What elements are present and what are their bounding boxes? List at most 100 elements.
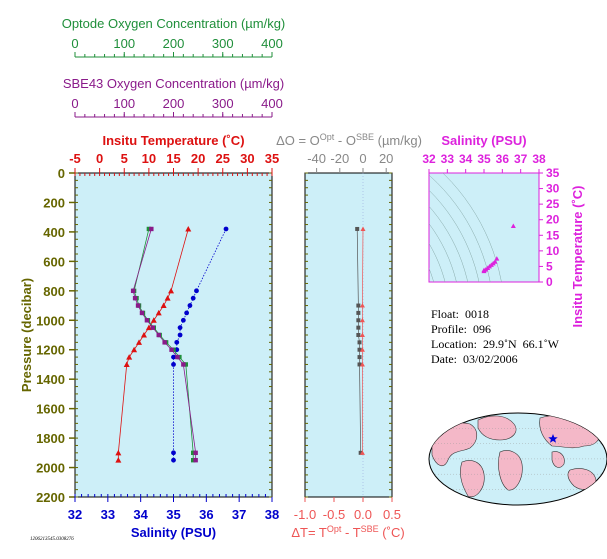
ts-temperature-axis-title: Insitu Temperature (˚C): [570, 185, 585, 327]
temperature-point: [126, 354, 133, 360]
sbe43-point: [139, 310, 145, 316]
sbe43-point: [193, 450, 198, 456]
delta-t-tick-label: 0.0: [354, 507, 372, 522]
float-location-marker: [548, 434, 558, 443]
temperature-tick-label: 0: [96, 151, 103, 166]
salinity-point: [171, 457, 176, 463]
ts-temperature-tick-label: 25: [546, 197, 560, 211]
ts-point: [494, 256, 500, 261]
sbe43-tick-label: 0: [71, 96, 78, 111]
profile-number: Profile: 096: [431, 322, 491, 336]
salinity-point: [171, 354, 176, 360]
delta-t-tick-label: -1.0: [294, 507, 316, 522]
ts-salinity-tick-label: 35: [477, 152, 491, 166]
pressure-tick-label: 0: [58, 166, 65, 181]
temperature-tick-label: 20: [191, 151, 205, 166]
sbe43-point: [181, 362, 186, 367]
continent: [498, 450, 523, 491]
continent: [551, 451, 565, 468]
temperature-point: [136, 339, 143, 345]
timestamp-stamp: 1206213545.0308276: [30, 537, 74, 542]
ts-point: [481, 268, 487, 274]
ts-temperature-tick-label: 30: [546, 182, 560, 196]
delta-o-point: [356, 333, 361, 337]
salinity-point: [187, 303, 193, 308]
sbe43-point: [162, 340, 167, 345]
sbe43-point: [169, 347, 174, 352]
delta-o-point: [356, 303, 361, 308]
temperature-point: [123, 361, 130, 367]
optode-tick-label: 200: [163, 36, 185, 51]
pressure-tick-label: 200: [43, 195, 65, 210]
temperature-point: [160, 302, 167, 309]
salinity-tick-label: 33: [101, 507, 115, 522]
ts-salinity-tick-label: 32: [422, 152, 436, 166]
salinity-tick-label: 34: [133, 507, 148, 522]
delta-o-point: [357, 347, 362, 352]
optode-tick-label: 100: [113, 36, 135, 51]
temperature-tick-label: 25: [216, 151, 230, 166]
delta-t-point: [359, 361, 365, 367]
temperature-tick-label: 30: [240, 151, 254, 166]
top-axes: Optode Oxygen Concentration (µm/kg) 0 100 2…: [62, 16, 286, 118]
ts-salinity-tick-label: 37: [514, 152, 528, 166]
pressure-tick-label: 1800: [36, 431, 65, 446]
delta-t-point: [360, 226, 366, 231]
optode-tick-label: 300: [212, 36, 234, 51]
sbe43-tick-label: 200: [163, 96, 185, 111]
delta-t-point: [359, 332, 365, 337]
temperature-tick-label: 15: [166, 151, 180, 166]
salinity-point: [171, 362, 176, 367]
optode-axis-title: Optode Oxygen Concentration (µm/kg): [62, 16, 286, 31]
optode-tick-label: 400: [261, 36, 283, 51]
sbe43-point: [144, 318, 150, 323]
temperature-point: [115, 457, 122, 463]
delta-t-axis-title: ΔT= TOpt - TSBE (˚C): [291, 524, 404, 540]
delta-o-axis-title: ΔO = OOpt - OSBE (µm/kg): [276, 132, 422, 148]
temperature-point: [155, 309, 162, 316]
temperature-point: [145, 324, 152, 331]
salinity-tick-label: 37: [232, 507, 246, 522]
ts-salinity-tick-label: 36: [496, 152, 510, 166]
ts-temperature-tick-label: 15: [546, 228, 560, 242]
sbe43-point: [193, 457, 198, 463]
sbe43-tick-label: 400: [261, 96, 283, 111]
main-profile-panel: Pressure (decibar)0200400600800100012001…: [19, 133, 279, 540]
temperature-point: [164, 295, 171, 301]
pressure-tick-label: 2000: [36, 461, 65, 476]
optode-point: [191, 457, 196, 463]
delta-t-point: [359, 450, 365, 455]
delta-o-point: [357, 340, 362, 345]
ts-temperature-tick-label: 0: [546, 275, 553, 289]
pressure-tick-label: 800: [43, 284, 65, 299]
ts-temperature-tick-label: 35: [546, 166, 560, 180]
float-info: Float: 0018 Profile: 096 Location: 29.9˚…: [431, 307, 559, 367]
temperature-point: [140, 332, 147, 338]
pressure-tick-label: 2200: [36, 490, 65, 505]
sbe43-tick-label: 100: [113, 96, 135, 111]
pressure-tick-label: 1000: [36, 313, 65, 328]
pressure-tick-label: 1600: [36, 402, 65, 417]
temperature-tick-label: 10: [142, 151, 156, 166]
map-continents: [431, 415, 600, 498]
difference-plot-area: [304, 172, 393, 498]
ts-point: [510, 223, 516, 228]
continent: [477, 415, 517, 441]
delta-o-tick-label: 0: [359, 151, 366, 166]
delta-o-point: [356, 310, 361, 315]
sbe43-point: [135, 303, 141, 308]
delta-o-point: [357, 362, 362, 367]
salinity-tick-label: 36: [199, 507, 213, 522]
pressure-tick-label: 400: [43, 225, 65, 240]
optode-tick-label: 0: [71, 36, 78, 51]
ts-salinity-tick-label: 38: [532, 152, 546, 166]
salinity-point: [174, 339, 180, 345]
salinity-point: [171, 450, 176, 456]
salinity-tick-label: 35: [166, 507, 180, 522]
date: Date: 03/02/2006: [431, 352, 518, 366]
sbe43-point: [132, 295, 138, 301]
ts-salinity-axis-title: Salinity (PSU): [441, 133, 526, 148]
location-map: [428, 412, 607, 506]
temperature-point: [168, 287, 175, 294]
